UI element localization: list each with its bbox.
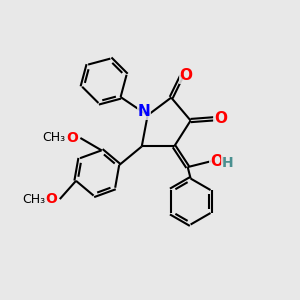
Text: H: H (222, 156, 233, 170)
Text: O: O (210, 154, 223, 169)
Text: N: N (138, 104, 151, 119)
Text: CH₃: CH₃ (22, 193, 45, 206)
Text: O: O (214, 111, 227, 126)
Text: O: O (46, 192, 58, 206)
Text: O: O (66, 131, 78, 145)
Text: CH₃: CH₃ (42, 131, 65, 144)
Text: O: O (180, 68, 193, 83)
